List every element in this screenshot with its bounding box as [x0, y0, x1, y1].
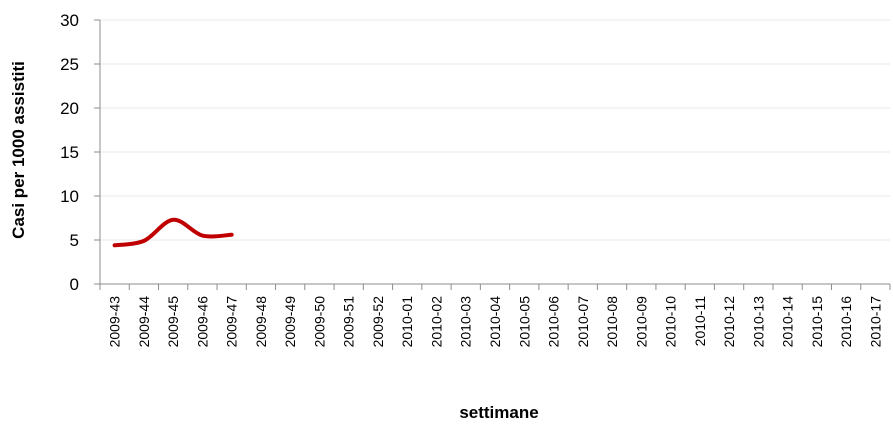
gridlines: [100, 19, 890, 241]
x-tick-label: 2010-15: [809, 296, 825, 348]
y-axis-title: Casi per 1000 assistiti: [9, 61, 28, 239]
x-tick-label: 2010-10: [663, 296, 679, 348]
y-tick-label: 0: [70, 275, 79, 294]
x-tick-label: 2010-14: [780, 296, 796, 348]
y-tick-label: 5: [70, 231, 79, 250]
x-tick-label: 2009-51: [341, 296, 357, 348]
x-tick-label: 2009-50: [311, 296, 327, 348]
x-tick-label: 2009-44: [136, 296, 152, 348]
y-tick-label: 30: [60, 11, 79, 30]
series-line: [112, 217, 234, 248]
y-tick-label: 25: [60, 55, 79, 74]
x-tick-label: 2010-07: [575, 296, 591, 348]
x-tick-label: 2010-04: [487, 296, 503, 348]
x-tick-label: 2010-16: [838, 296, 854, 348]
x-axis-ticks: 2009-43 2009-44 2009-45 2009-46 2009-47 2009-…: [99, 284, 891, 348]
x-tick-label: 2009-49: [282, 296, 298, 348]
x-tick-label: 2010-11: [692, 296, 708, 347]
x-tick-label: 2010-08: [604, 296, 620, 348]
y-tick-label: 10: [60, 187, 79, 206]
x-tick-label: 2010-12: [721, 296, 737, 348]
x-tick-label: 2010-05: [516, 296, 532, 348]
x-tick-label: 2010-17: [867, 296, 883, 348]
x-tick-label: 2010-01: [399, 296, 415, 348]
y-axis-ticks: 0 5 10 15 20 25 30: [60, 11, 100, 294]
x-axis-title: settimane: [459, 403, 538, 422]
x-tick-label: 2010-09: [633, 296, 649, 348]
series-group: [112, 217, 234, 248]
x-tick-label: 2009-46: [194, 296, 210, 348]
x-tick-label: 2009-43: [107, 296, 123, 348]
y-tick-label: 20: [60, 99, 79, 118]
x-tick-label: 2009-47: [224, 296, 240, 348]
x-tick-label: 2009-48: [253, 296, 269, 348]
x-tick-label: 2009-52: [370, 296, 386, 348]
x-tick-label: 2010-02: [428, 296, 444, 348]
y-tick-label: 15: [60, 143, 79, 162]
x-tick-label: 2010-03: [458, 296, 474, 348]
x-tick-label: 2009-45: [165, 296, 181, 348]
x-tick-label: 2010-13: [750, 296, 766, 348]
x-tick-label: 2010-06: [546, 296, 562, 348]
